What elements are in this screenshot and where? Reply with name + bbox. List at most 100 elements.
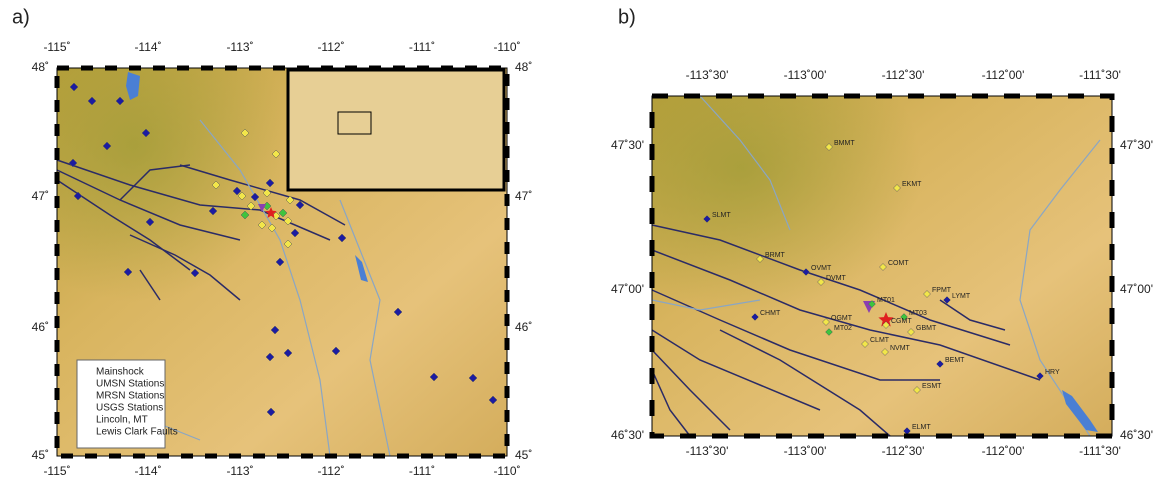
legend-label: USGS Stations [96,403,163,414]
x-tick-label: -112˚30' [882,444,925,458]
x-tick-label: -111˚ [409,40,435,54]
y-tick-label: 47˚30' [611,138,644,152]
frame-line [651,95,1113,437]
x-tick-label: -112˚ [317,40,344,54]
station-marker [145,217,155,227]
station-label: HRY [1045,369,1060,376]
inset-map [286,68,506,192]
station-marker [285,195,295,205]
terrain-shade [652,96,952,336]
station-marker [68,158,78,168]
station-marker [278,208,288,218]
station-marker [69,82,79,92]
station-marker [102,141,112,151]
y-tick-label: 45˚ [515,448,532,462]
station-marker [267,223,277,233]
x-tick-label: -115˚ [43,464,70,478]
y-tick-label: 46˚ [515,320,532,334]
x-tick-label: -111˚30' [1079,444,1121,458]
station-label: BMMT [834,140,855,147]
station-marker [751,313,759,321]
station-marker [283,348,293,358]
x-tick-label: -112˚00' [982,68,1025,82]
station-marker [283,216,293,226]
station-label: OVMT [811,265,832,272]
map-a [54,65,510,459]
panel-label: a) [12,6,30,28]
station-marker [240,210,250,220]
reservoir [1062,390,1098,432]
station-marker [703,215,711,223]
station-marker [881,348,889,356]
station-marker [825,328,833,336]
x-tick-label: -113˚30' [686,444,729,458]
x-tick-label: -112˚ [317,464,344,478]
x-tick-label: -112˚00' [982,444,1025,458]
legend-label: MRSN Stations [96,391,164,402]
station-marker [861,340,869,348]
x-tick-label: -114˚ [134,464,161,478]
y-tick-label: 48˚ [32,60,49,74]
faults [56,159,346,301]
x-tick-label: -111˚30' [1079,68,1121,82]
station-marker [337,233,347,243]
mainshock [878,312,894,327]
station-label: EKMT [902,181,922,188]
legend [76,359,166,449]
station-marker [266,407,276,417]
station-label: COMT [888,260,909,267]
station-marker [879,263,887,271]
station-marker [468,373,478,383]
x-tick-label: -110˚ [493,40,520,54]
y-tick-label: 46˚30' [611,428,644,442]
station-marker [123,267,133,277]
station-label: CHMT [760,310,781,317]
station-marker [913,386,921,394]
x-tick-label: -115˚ [43,40,70,54]
station-label: MT03 [909,310,927,317]
station-marker [802,268,810,276]
station-marker [211,180,221,190]
inset-box [337,111,372,135]
station-label: GBMT [916,325,937,332]
station-marker [240,128,250,138]
station-marker [900,313,908,321]
station-label: LYMT [952,293,971,300]
station-marker [250,192,260,202]
station-marker [290,228,300,238]
station-label: CGMT [891,318,912,325]
x-tick-label: -113˚ [226,464,253,478]
station-label: FPMT [932,287,952,294]
x-tick-label: -110˚ [493,464,520,478]
x-tick-label: -113˚30' [686,68,729,82]
mainshock [265,207,277,218]
station-marker [232,186,242,196]
station-label: MT01 [877,297,895,304]
station-label: ESMT [922,383,942,390]
station-marker [295,200,305,210]
y-tick-label: 47˚30' [1120,138,1153,152]
station-marker [756,255,764,263]
y-tick-label: 47˚00' [1120,282,1153,296]
station-marker [488,395,498,405]
x-tick-label: -114˚ [134,40,161,54]
station-marker [208,206,218,216]
legend-label: Mainshock [96,367,145,378]
station-marker [936,360,944,368]
station-marker [237,191,247,201]
station-marker [429,372,439,382]
y-tick-label: 45˚ [32,448,49,462]
station-marker [825,143,833,151]
station-marker [190,268,200,278]
station-marker [817,278,825,286]
station-marker [141,128,151,138]
station-marker [331,346,341,356]
y-tick-label: 48˚ [515,60,532,74]
station-marker [1036,372,1044,380]
legend-label: Lincoln, MT [96,415,148,426]
station-marker [265,352,275,362]
x-tick-label: -113˚00' [784,444,827,458]
station-marker [283,239,293,249]
station-marker [271,149,281,159]
